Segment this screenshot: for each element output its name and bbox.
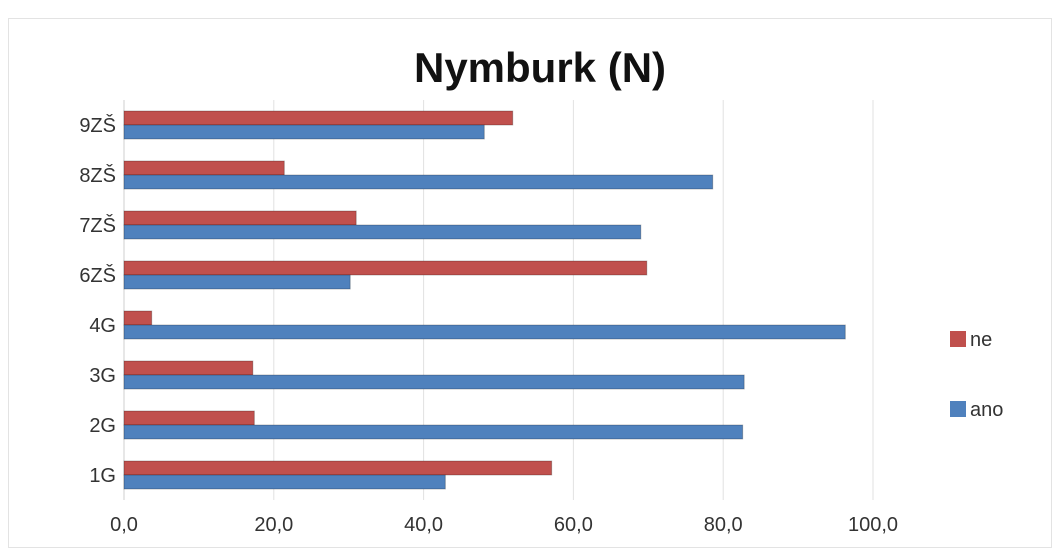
x-tick-label: 20,0 [254, 514, 293, 536]
x-tick-label: 0,0 [110, 514, 138, 536]
x-tick-labels: 0,0 20,0 40,0 60,0 80,0 100,0 [110, 514, 898, 536]
bar-ne-8ZŠ [123, 160, 285, 176]
y-tick-label: 7ZŠ [79, 214, 116, 237]
y-tick-labels: 1G 2G 3G 4G 6ZŠ 7ZŠ 8ZŠ 9ZŠ [79, 114, 116, 487]
bar-ano-9ZŠ [123, 124, 485, 140]
bar-ne-3G [123, 360, 254, 376]
bar-ne-9ZŠ [123, 110, 514, 126]
bar-ano-1G [123, 474, 446, 490]
x-tick-label: 80,0 [704, 514, 743, 536]
y-tick-label: 8ZŠ [79, 164, 116, 187]
bar-ano-7ZŠ [123, 224, 642, 240]
bar-ano-2G [123, 424, 744, 440]
x-tick-label: 100,0 [848, 514, 898, 536]
x-tick-label: 60,0 [554, 514, 593, 536]
bar-ne-6ZŠ [123, 260, 648, 276]
y-tick-label: 6ZŠ [79, 264, 116, 287]
bar-ano-8ZŠ [123, 174, 714, 190]
chart-title: Nymburk (N) [414, 44, 666, 91]
legend-label-ne: ne [970, 329, 992, 351]
bar-ano-4G [123, 324, 846, 340]
bar-ne-2G [123, 410, 255, 426]
bar-ano-3G [123, 374, 745, 390]
grid [123, 100, 874, 500]
y-tick-label: 2G [89, 415, 116, 437]
bar-ne-1G [123, 460, 553, 476]
y-tick-label: 4G [89, 315, 116, 337]
bar-ne-4G [123, 310, 153, 326]
y-tick-label: 3G [89, 365, 116, 387]
legend: ne ano [950, 329, 1003, 421]
y-tick-label: 1G [89, 465, 116, 487]
legend-label-ano: ano [970, 399, 1003, 421]
bars [123, 110, 846, 490]
legend-swatch-ano [950, 401, 966, 417]
bar-ano-6ZŠ [123, 274, 351, 290]
legend-swatch-ne [950, 331, 966, 347]
bar-ne-7ZŠ [123, 210, 357, 226]
y-tick-label: 9ZŠ [79, 114, 116, 137]
x-tick-label: 40,0 [404, 514, 443, 536]
